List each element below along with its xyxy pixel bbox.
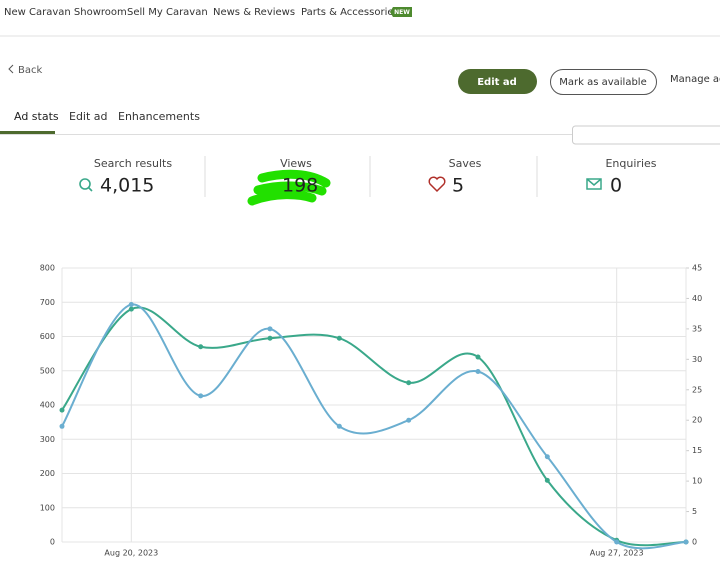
point xyxy=(198,393,204,399)
point xyxy=(336,335,342,341)
y2-tick-label: 10 xyxy=(692,477,702,486)
stat-label: Views xyxy=(280,157,312,170)
search-icon xyxy=(79,178,91,190)
highlight-scribble xyxy=(247,169,331,206)
y2-tick-label: 15 xyxy=(692,446,702,455)
nav-link[interactable]: Parts & Accessories xyxy=(301,7,399,18)
point xyxy=(128,302,134,308)
tab[interactable]: Edit ad xyxy=(69,110,108,123)
stat-value: 4,015 xyxy=(100,175,154,197)
back-icon[interactable] xyxy=(8,64,14,74)
point xyxy=(475,354,481,360)
point xyxy=(267,326,273,332)
y-tick-label: 600 xyxy=(40,332,55,341)
y2-tick-label: 0 xyxy=(692,538,697,547)
y2-tick-label: 20 xyxy=(692,416,702,425)
stat-label: Enquiries xyxy=(605,157,656,170)
point xyxy=(267,335,273,341)
point xyxy=(406,417,412,423)
edit-button-label[interactable]: Edit ad xyxy=(477,77,517,88)
series-line xyxy=(61,303,687,550)
nav-link[interactable]: News & Reviews xyxy=(213,7,295,18)
y2-tick-label: 35 xyxy=(692,324,702,333)
y2-tick-label: 45 xyxy=(692,264,702,273)
x-tick-label: Aug 27, 2023 xyxy=(590,549,644,558)
stat-value: 0 xyxy=(610,175,622,197)
point xyxy=(336,423,342,429)
manage-link[interactable]: Manage ad xyxy=(670,74,720,85)
y-tick-label: 800 xyxy=(40,264,55,273)
tab[interactable]: Enhancements xyxy=(118,110,200,123)
point xyxy=(406,380,412,386)
y-tick-label: 700 xyxy=(40,298,55,307)
stat-value: 5 xyxy=(452,175,464,197)
y-tick-label: 200 xyxy=(40,469,55,478)
mark-button-label[interactable]: Mark as available xyxy=(559,77,647,88)
y2-tick-label: 40 xyxy=(692,294,702,303)
point xyxy=(59,407,65,413)
chart: 0 100 200 300 400 500 600 700 800 0 5 10 15 20 25 30 35 4… xyxy=(40,264,702,558)
y2-tick-label: 5 xyxy=(692,507,697,516)
nav-link[interactable]: Sell My Caravan xyxy=(127,7,208,18)
select-box[interactable] xyxy=(572,125,720,145)
tab-underline xyxy=(0,131,55,134)
x-tick-label: Aug 20, 2023 xyxy=(104,549,158,558)
y-tick-label: 0 xyxy=(50,538,55,547)
y-tick-label: 500 xyxy=(40,366,55,375)
point xyxy=(683,539,689,545)
badge: NEW xyxy=(394,9,410,16)
y-tick-label: 300 xyxy=(40,435,55,444)
point xyxy=(198,344,204,350)
heart-icon xyxy=(428,176,446,193)
tab-active[interactable]: Ad stats xyxy=(14,110,59,123)
point xyxy=(544,477,550,483)
badge-bg xyxy=(390,7,412,17)
mark-button[interactable] xyxy=(550,69,657,95)
stat-label: Saves xyxy=(449,157,482,170)
mail-icon xyxy=(586,178,602,186)
stat-value: 198 xyxy=(282,175,318,197)
point xyxy=(614,539,620,545)
back-link[interactable]: Back xyxy=(18,65,42,76)
point xyxy=(475,369,481,375)
y-tick-label: 400 xyxy=(40,401,55,410)
y2-tick-label: 25 xyxy=(692,385,702,394)
y-tick-label: 100 xyxy=(40,503,55,512)
mail-icon xyxy=(586,178,602,190)
series-line xyxy=(61,306,687,547)
stat-label: Search results xyxy=(94,157,172,170)
search-icon xyxy=(88,187,93,192)
point xyxy=(128,306,134,312)
point xyxy=(59,423,65,429)
y2-tick-label: 30 xyxy=(692,355,702,364)
nav-link[interactable]: New Caravan Showroom xyxy=(4,7,127,18)
edit-button[interactable] xyxy=(458,69,537,94)
point xyxy=(544,454,550,460)
